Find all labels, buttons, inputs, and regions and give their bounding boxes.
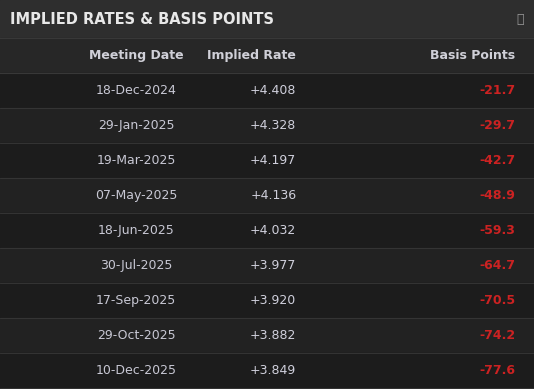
Text: +4.328: +4.328 — [250, 119, 296, 132]
Text: Implied Rate: Implied Rate — [208, 49, 296, 62]
Text: -64.7: -64.7 — [480, 259, 515, 272]
Text: 17-Sep-2025: 17-Sep-2025 — [96, 294, 176, 307]
Text: 30-Jul-2025: 30-Jul-2025 — [100, 259, 172, 272]
Text: 19-Mar-2025: 19-Mar-2025 — [97, 154, 176, 167]
Text: Basis Points: Basis Points — [430, 49, 515, 62]
Text: 18-Jun-2025: 18-Jun-2025 — [98, 224, 175, 237]
Bar — [0, 143, 534, 178]
Text: +3.920: +3.920 — [250, 294, 296, 307]
Text: +4.032: +4.032 — [250, 224, 296, 237]
Text: -74.2: -74.2 — [479, 329, 515, 342]
Text: ⧉: ⧉ — [516, 12, 524, 26]
Text: -70.5: -70.5 — [479, 294, 515, 307]
Text: -77.6: -77.6 — [480, 364, 515, 377]
Text: -29.7: -29.7 — [480, 119, 515, 132]
Text: Meeting Date: Meeting Date — [89, 49, 184, 62]
Text: +4.136: +4.136 — [250, 189, 296, 202]
Text: 10-Dec-2025: 10-Dec-2025 — [96, 364, 177, 377]
Text: -59.3: -59.3 — [480, 224, 515, 237]
Bar — [0, 318, 534, 353]
Text: +3.882: +3.882 — [250, 329, 296, 342]
Text: 29-Jan-2025: 29-Jan-2025 — [98, 119, 175, 132]
Text: +3.977: +3.977 — [250, 259, 296, 272]
Text: +4.197: +4.197 — [250, 154, 296, 167]
Text: 07-May-2025: 07-May-2025 — [95, 189, 177, 202]
Bar — [0, 248, 534, 283]
Bar — [0, 213, 534, 248]
Text: -48.9: -48.9 — [480, 189, 515, 202]
Text: -21.7: -21.7 — [479, 84, 515, 97]
Bar — [0, 108, 534, 143]
Text: -42.7: -42.7 — [479, 154, 515, 167]
Bar — [0, 73, 534, 108]
Text: +4.408: +4.408 — [250, 84, 296, 97]
Text: 18-Dec-2024: 18-Dec-2024 — [96, 84, 177, 97]
Text: +3.849: +3.849 — [250, 364, 296, 377]
Bar — [0, 353, 534, 388]
Bar — [0, 0, 534, 38]
Bar — [0, 178, 534, 213]
Bar — [0, 38, 534, 73]
Text: IMPLIED RATES & BASIS POINTS: IMPLIED RATES & BASIS POINTS — [10, 12, 274, 26]
Bar — [0, 283, 534, 318]
Text: 29-Oct-2025: 29-Oct-2025 — [97, 329, 176, 342]
